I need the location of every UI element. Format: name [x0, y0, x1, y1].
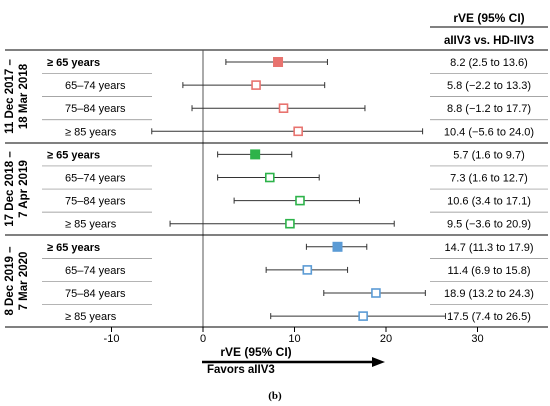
estimate-header: rVE (95% CI) [453, 11, 524, 25]
point-estimate [264, 172, 275, 183]
point-estimate [278, 103, 289, 113]
point-estimate [251, 80, 261, 90]
subgroup-label: ≥ 85 years [65, 219, 117, 231]
estimate-value: 17.5 (7.4 to 26.5) [447, 311, 531, 323]
estimate-value: 5.8 (−2.2 to 13.3) [447, 80, 531, 92]
season-label: 7 Mar 2020 [18, 252, 30, 311]
subgroup-label: ≥ 85 years [65, 311, 117, 323]
estimate-value: 14.7 (11.3 to 17.9) [444, 242, 533, 254]
point-estimate [250, 149, 261, 160]
estimate-value: 8.8 (−1.2 to 17.7) [447, 103, 531, 115]
comparison-header: aIIV3 vs. HD-IIV3 [444, 35, 534, 47]
subgroup-label: 65–74 years [65, 80, 126, 92]
x-tick-label: 20 [380, 333, 392, 345]
x-tick-label: 0 [200, 333, 206, 345]
subgroup-label: 75–84 years [65, 103, 126, 115]
x-tick-label: -10 [104, 333, 120, 345]
subgroup-label: 75–84 years [65, 196, 126, 208]
subgroup-label: 75–84 years [65, 288, 126, 300]
estimate-value: 7.3 (1.6 to 12.7) [450, 173, 528, 185]
x-tick-label: 30 [471, 333, 483, 345]
estimate-value: 10.4 (−5.6 to 24.0) [444, 126, 534, 138]
subgroup-label: ≥ 85 years [65, 126, 117, 138]
x-tick-label: 10 [288, 333, 300, 345]
point-estimate [371, 288, 381, 298]
estimate-value: 18.9 (13.2 to 24.3) [444, 288, 534, 300]
subgroup-label: ≥ 65 years [47, 57, 100, 69]
point-estimate [358, 311, 368, 321]
estimate-value: 8.2 (2.5 to 13.6) [450, 57, 528, 69]
point-estimate [295, 195, 305, 206]
x-axis-title: rVE (95% CI) [220, 345, 291, 359]
point-estimate [285, 218, 295, 229]
season-label: 8 Dec 2019 – [4, 246, 16, 316]
estimate-value: 10.6 (3.4 to 17.1) [447, 196, 531, 208]
figure-caption: (b) [268, 390, 282, 402]
subgroup-label: ≥ 65 years [47, 242, 100, 254]
point-estimate [332, 241, 343, 252]
season-label: 11 Dec 2017 – [4, 58, 16, 133]
subgroup-label: ≥ 65 years [47, 149, 100, 161]
season-label: 18 Mar 2018 [18, 63, 30, 129]
estimate-value: 9.5 (−3.6 to 20.9) [447, 219, 531, 231]
point-estimate [302, 265, 313, 275]
point-estimate [273, 57, 284, 67]
subgroup-label: 65–74 years [65, 173, 126, 185]
point-estimate [293, 126, 303, 137]
estimate-value: 5.7 (1.6 to 9.7) [453, 149, 525, 161]
subgroup-label: 65–74 years [65, 265, 126, 277]
favors-arrow-head [372, 357, 385, 367]
season-label: 17 Dec 2018 – [4, 151, 16, 227]
favors-label: Favors aIIV3 [207, 364, 275, 376]
estimate-value: 11.4 (6.9 to 15.8) [448, 265, 531, 277]
season-label: 7 Apr 2019 [18, 160, 30, 218]
